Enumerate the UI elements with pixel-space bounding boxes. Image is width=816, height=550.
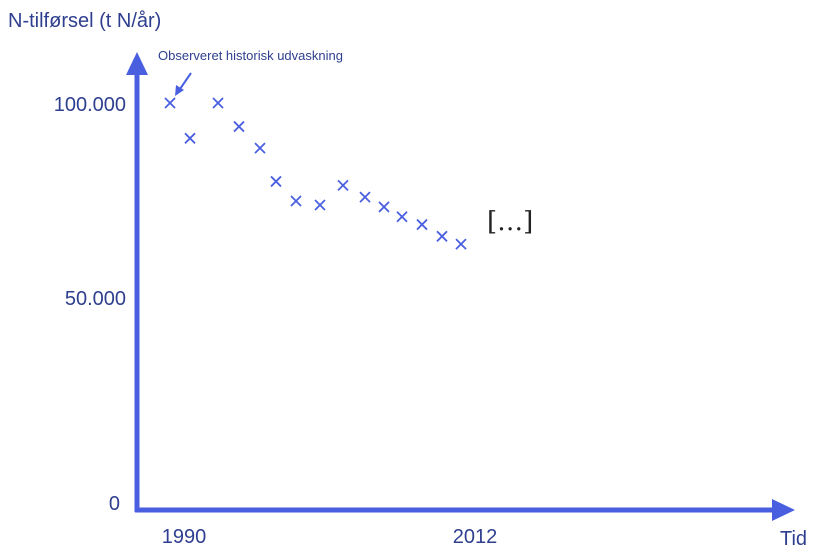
data-point (164, 97, 176, 109)
data-markers (164, 97, 467, 250)
x-axis-arrowhead (772, 499, 795, 521)
y-tick-label-0: 0 (109, 493, 120, 515)
x-tick-label-2012: 2012 (453, 526, 498, 548)
data-point (314, 199, 326, 211)
y-axis-title: N-tilførsel (t N/år) (8, 10, 161, 32)
annotation-arrow-line (179, 72, 192, 90)
data-point (290, 195, 302, 207)
data-point (396, 211, 408, 223)
y-tick-label-100000: 100.000 (54, 94, 126, 116)
data-point (184, 132, 196, 144)
data-point (378, 201, 390, 213)
data-point (233, 120, 245, 133)
annotation-label: Observeret historisk udvaskning (158, 48, 343, 63)
data-point (455, 238, 467, 250)
data-point (270, 175, 282, 188)
data-point (359, 191, 371, 203)
data-point (212, 97, 224, 109)
data-point (416, 218, 428, 231)
data-point (254, 142, 266, 154)
y-axis-arrowhead (126, 52, 148, 75)
data-point (337, 179, 349, 191)
x-tick-label-1990: 1990 (162, 526, 207, 548)
x-axis-title: Tid (780, 528, 807, 550)
annotation-arrowhead (175, 85, 184, 96)
continuation-label: […] (487, 207, 533, 237)
y-tick-label-50000: 50.000 (65, 288, 126, 310)
data-point (436, 230, 448, 242)
